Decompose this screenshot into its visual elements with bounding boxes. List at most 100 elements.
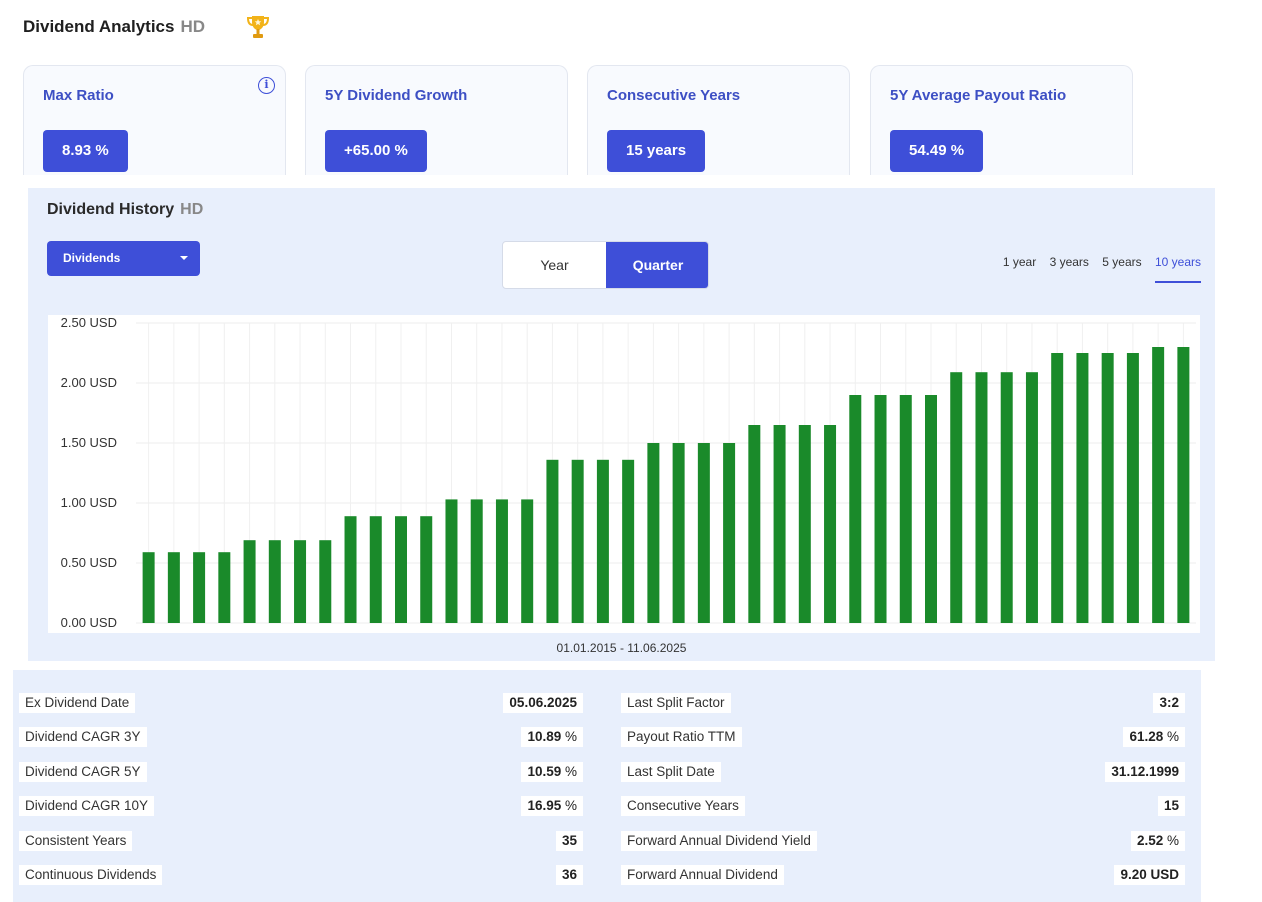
- stat-label: Forward Annual Dividend Yield: [621, 831, 817, 851]
- card-5y-average-payout-ratio: 5Y Average Payout Ratio 54.49 %: [870, 65, 1133, 175]
- stat-value: 05.06.2025: [503, 693, 583, 713]
- stat-value-number: 36: [561, 867, 577, 882]
- stat-value: 61.28 %: [1123, 727, 1185, 747]
- stat-value: 10.89 %: [521, 727, 583, 747]
- toggle-year[interactable]: Year: [540, 257, 569, 273]
- dividend-stats: Ex Dividend Date 05.06.2025 Dividend CAG…: [13, 670, 1201, 902]
- period-toggle: Year Quarter: [502, 241, 709, 289]
- dividend-bar[interactable]: [723, 443, 736, 623]
- dividend-bar[interactable]: [1177, 347, 1190, 623]
- stat-value-number: 10.59: [527, 764, 562, 779]
- dividend-bar[interactable]: [647, 443, 660, 623]
- range-10-years[interactable]: 10 years: [1154, 255, 1201, 283]
- dropdown-label: Dividends: [63, 251, 121, 265]
- dividend-bar[interactable]: [596, 459, 609, 623]
- card-value: 15 years: [607, 130, 706, 172]
- stat-value: 16.95 %: [521, 796, 583, 816]
- card-value: 8.93 %: [43, 130, 128, 172]
- dividend-bar[interactable]: [899, 395, 912, 623]
- dividend-bar[interactable]: [748, 425, 761, 623]
- trophy-icon: [246, 16, 270, 38]
- stat-value-unit: %: [561, 798, 577, 813]
- chart-date-range: 01.01.2015 - 11.06.2025: [556, 641, 687, 655]
- dividend-bar[interactable]: [142, 552, 155, 623]
- dividend-bar[interactable]: [950, 372, 963, 623]
- dividend-bar[interactable]: [1025, 372, 1038, 623]
- dividend-bar[interactable]: [824, 425, 837, 623]
- stat-value-unit: %: [1163, 833, 1179, 848]
- stat-value-number: 15: [1163, 798, 1179, 813]
- range-1-year[interactable]: 1 year: [1002, 255, 1037, 269]
- y-tick-label: 0.00 USD: [61, 615, 117, 630]
- stat-value-number: 61.28: [1129, 729, 1164, 744]
- dividend-bar[interactable]: [193, 552, 206, 623]
- dividend-bar[interactable]: [319, 540, 332, 623]
- dividend-bar[interactable]: [1000, 372, 1013, 623]
- dividend-bar[interactable]: [369, 516, 382, 623]
- stat-value: 35: [555, 831, 583, 851]
- dividend-bar[interactable]: [571, 459, 584, 623]
- dividend-bar[interactable]: [622, 459, 635, 623]
- stat-label: Forward Annual Dividend: [621, 865, 784, 885]
- card-label: Consecutive Years: [607, 87, 741, 104]
- dividend-bar[interactable]: [975, 372, 988, 623]
- dividend-bar[interactable]: [798, 425, 811, 623]
- stat-label: Dividend CAGR 3Y: [19, 727, 147, 747]
- dividend-bar[interactable]: [1051, 353, 1064, 623]
- dividend-bar[interactable]: [420, 516, 433, 623]
- dividend-bar[interactable]: [294, 540, 307, 623]
- stat-label: Ex Dividend Date: [19, 693, 136, 713]
- card-max-ratio: Max Ratio i 8.93 %: [23, 65, 286, 175]
- stat-label: Consistent Years: [19, 831, 133, 851]
- stat-label: Continuous Dividends: [19, 865, 163, 885]
- dividend-chart-svg: 0.00 USD 0.50 USD 1.00 USD 1.50 USD 2.00 USD…: [61, 315, 1196, 630]
- dividend-bar[interactable]: [243, 540, 256, 623]
- dividend-bar[interactable]: [773, 425, 786, 623]
- dividend-bar[interactable]: [218, 552, 231, 623]
- history-title-text: Dividend History: [47, 201, 175, 218]
- card-label: 5Y Average Payout Ratio: [890, 87, 1067, 104]
- dividend-bar[interactable]: [697, 443, 710, 623]
- stat-value-unit: %: [1163, 729, 1179, 744]
- y-tick-label: 1.50 USD: [61, 435, 117, 450]
- dividend-bar[interactable]: [445, 499, 458, 623]
- dividends-dropdown[interactable]: Dividends: [47, 241, 200, 276]
- stat-label: Last Split Factor: [621, 693, 731, 713]
- history-ticker: HD: [180, 201, 204, 218]
- dividend-bar[interactable]: [925, 395, 937, 623]
- dividend-bar[interactable]: [1126, 353, 1139, 623]
- dividend-bar[interactable]: [495, 499, 508, 623]
- stat-value-number: 2.52: [1136, 833, 1164, 848]
- dividend-bar[interactable]: [470, 499, 483, 623]
- dividend-bar[interactable]: [672, 443, 685, 623]
- stat-value-number: 10.89: [527, 729, 562, 744]
- dividend-bar[interactable]: [546, 459, 559, 623]
- dividend-bar[interactable]: [849, 395, 862, 623]
- stat-value-unit: %: [561, 764, 577, 779]
- analytics-title-text: Dividend Analytics: [23, 17, 175, 36]
- range-selector: 1 year 3 years 5 years 10 years: [993, 255, 1201, 283]
- range-5-years[interactable]: 5 years: [1102, 255, 1142, 269]
- dividend-bar[interactable]: [344, 516, 357, 623]
- stat-value-number: 05.06.2025: [509, 695, 577, 710]
- dividend-bar[interactable]: [521, 499, 534, 623]
- info-icon[interactable]: i: [258, 77, 275, 94]
- stat-value: 15: [1157, 796, 1185, 816]
- stat-value: 2.52 %: [1130, 831, 1185, 851]
- dividend-history-panel: Dividend History HD Dividends Year Quarte…: [28, 188, 1215, 661]
- dividend-bar[interactable]: [874, 395, 887, 623]
- y-tick-label: 2.00 USD: [61, 375, 117, 390]
- dividend-bar[interactable]: [1101, 353, 1114, 623]
- dividend-bar[interactable]: [1076, 353, 1089, 623]
- card-value: 54.49 %: [890, 130, 984, 172]
- analytics-title: Dividend Analytics HD: [23, 17, 205, 37]
- toggle-quarter[interactable]: Quarter: [606, 242, 708, 288]
- range-3-years[interactable]: 3 years: [1049, 255, 1089, 269]
- dividend-bar[interactable]: [395, 516, 407, 623]
- dividend-bar[interactable]: [167, 552, 180, 623]
- card-label: Max Ratio: [43, 87, 114, 104]
- dividend-bar[interactable]: [1152, 347, 1165, 623]
- dividend-bar[interactable]: [268, 540, 281, 623]
- history-title: Dividend History HD: [47, 201, 203, 219]
- stat-value: 10.59 %: [521, 762, 583, 782]
